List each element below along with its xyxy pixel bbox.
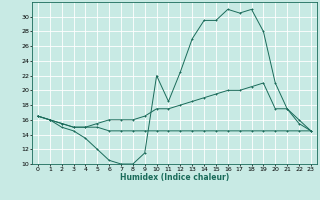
X-axis label: Humidex (Indice chaleur): Humidex (Indice chaleur)	[120, 173, 229, 182]
